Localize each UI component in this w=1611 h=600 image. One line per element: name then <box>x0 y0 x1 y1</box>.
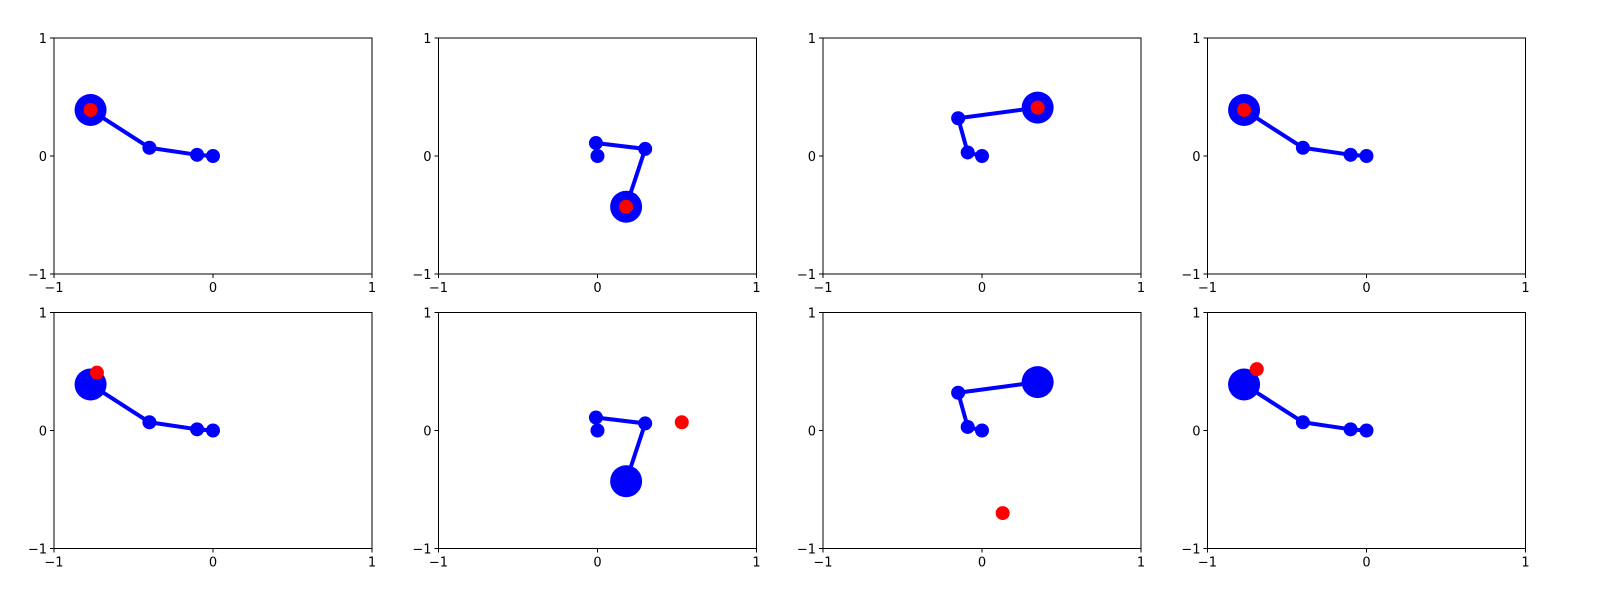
joint <box>1343 422 1358 437</box>
x-tick-label: −1 <box>813 556 832 571</box>
y-tick-label: 0 <box>1192 425 1200 440</box>
joint <box>588 410 603 425</box>
x-tick-label: 0 <box>978 281 986 296</box>
joint <box>960 145 975 160</box>
joint <box>588 136 603 151</box>
x-tick-label: 1 <box>1137 281 1145 296</box>
joint <box>975 149 989 163</box>
y-tick-label: 0 <box>808 150 816 165</box>
end-effector <box>1228 368 1261 401</box>
y-tick-label: 0 <box>39 150 47 165</box>
target <box>1030 100 1045 115</box>
y-tick-label: 1 <box>1192 307 1200 322</box>
y-tick-label: 1 <box>39 307 47 322</box>
y-tick-label: 0 <box>423 150 431 165</box>
joint <box>1359 423 1374 438</box>
x-tick-label: 0 <box>1362 556 1370 571</box>
x-tick-label: −1 <box>813 281 832 296</box>
y-tick-label: −1 <box>412 543 431 558</box>
x-tick-label: −1 <box>44 281 63 296</box>
x-tick-label: 0 <box>593 281 601 296</box>
y-tick-label: −1 <box>28 268 47 283</box>
y-tick-label: −1 <box>412 268 431 283</box>
joint <box>590 149 605 163</box>
end-effector <box>610 465 643 498</box>
y-tick-label: −1 <box>797 543 816 558</box>
y-tick-label: 1 <box>1192 32 1200 47</box>
x-tick-label: −1 <box>1198 556 1217 571</box>
target <box>83 102 98 117</box>
x-tick-label: 1 <box>368 556 376 571</box>
joint <box>142 140 157 155</box>
joint <box>206 149 220 163</box>
joint <box>190 147 205 162</box>
x-tick-label: 0 <box>209 556 217 571</box>
x-tick-label: 1 <box>1137 556 1145 571</box>
joint <box>975 423 989 438</box>
x-tick-label: −1 <box>429 281 448 296</box>
joint <box>1295 140 1310 155</box>
y-tick-label: 0 <box>1192 150 1200 165</box>
target <box>619 199 634 214</box>
y-tick-label: −1 <box>797 268 816 283</box>
y-tick-label: 1 <box>808 307 816 322</box>
y-tick-label: 1 <box>808 32 816 47</box>
y-tick-label: 1 <box>423 32 431 47</box>
x-tick-label: 1 <box>368 281 376 296</box>
end-effector <box>1021 366 1054 399</box>
arm-line <box>956 105 1038 158</box>
joint <box>1359 149 1374 163</box>
target <box>89 365 104 380</box>
x-tick-label: 1 <box>1521 556 1529 571</box>
x-tick-label: 1 <box>1521 281 1529 296</box>
arm-line <box>89 108 214 158</box>
joint <box>1343 147 1358 162</box>
joint <box>638 416 653 431</box>
y-tick-label: 0 <box>808 425 816 440</box>
arm-line <box>1242 108 1367 158</box>
y-tick-label: −1 <box>28 543 47 558</box>
joint <box>190 422 205 437</box>
x-tick-label: 1 <box>752 281 760 296</box>
y-tick-label: −1 <box>1181 268 1200 283</box>
joint <box>951 385 966 400</box>
y-tick-label: 1 <box>39 32 47 47</box>
target <box>1237 102 1252 117</box>
x-tick-label: 0 <box>978 556 986 571</box>
joint <box>206 423 220 438</box>
joint <box>1295 415 1310 430</box>
target <box>995 506 1010 521</box>
x-tick-label: 0 <box>593 556 601 571</box>
joint <box>142 415 157 430</box>
x-tick-label: −1 <box>429 556 448 571</box>
joint <box>951 111 966 126</box>
arm-line <box>956 380 1038 433</box>
x-tick-label: 0 <box>209 281 217 296</box>
arm-line <box>1242 382 1367 433</box>
target <box>1249 362 1264 377</box>
y-tick-label: 1 <box>423 307 431 322</box>
joint <box>638 141 653 156</box>
joint <box>960 419 975 434</box>
y-tick-label: −1 <box>1181 543 1200 558</box>
x-tick-label: 1 <box>752 556 760 571</box>
arm-line <box>89 382 214 433</box>
x-tick-label: −1 <box>44 556 63 571</box>
target <box>674 415 689 430</box>
x-tick-label: −1 <box>1198 281 1217 296</box>
y-tick-label: 0 <box>39 425 47 440</box>
x-tick-label: 0 <box>1362 281 1370 296</box>
y-tick-label: 0 <box>423 425 431 440</box>
joint <box>590 423 605 438</box>
